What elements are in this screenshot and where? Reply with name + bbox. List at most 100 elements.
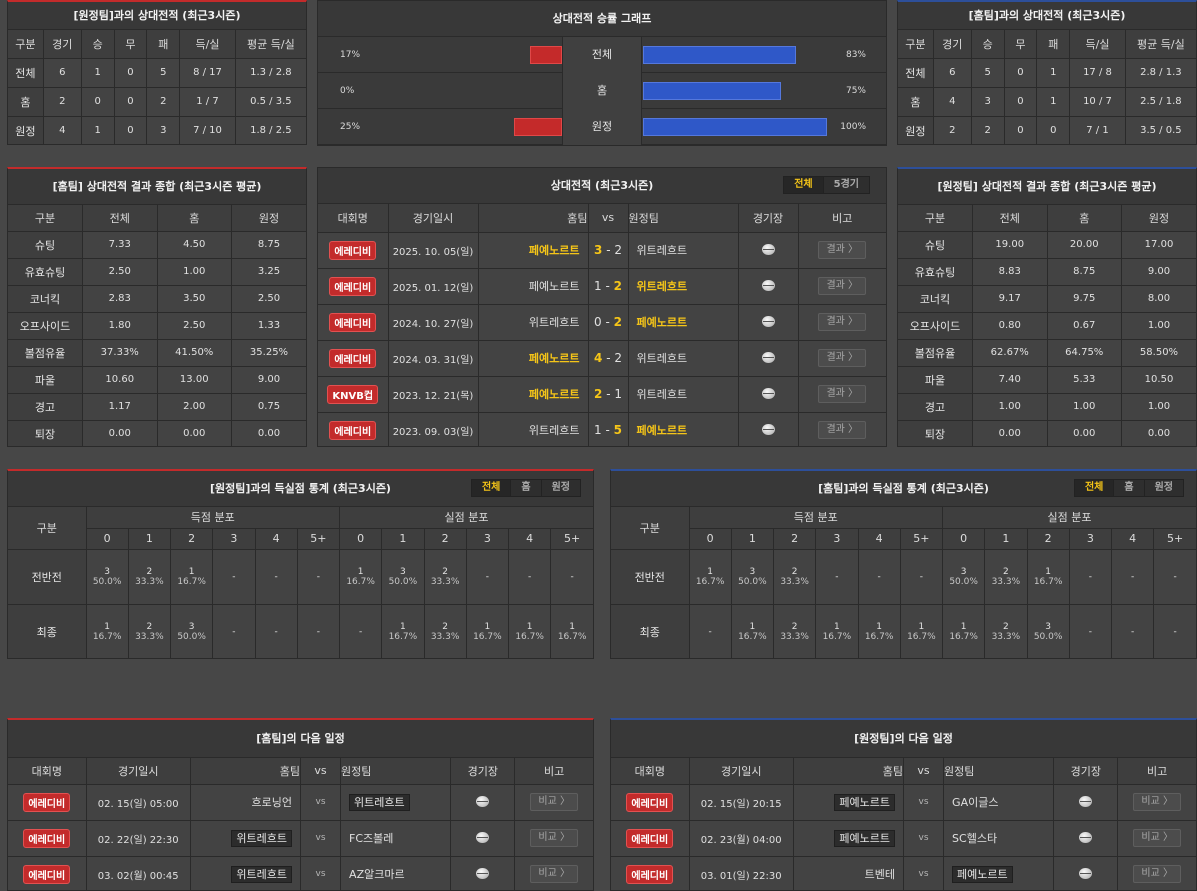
away-team[interactable]: GA이글스 (952, 796, 999, 809)
away-team[interactable]: AZ알크마르 (349, 868, 405, 881)
score: 3 - 2 (588, 232, 629, 269)
away-team[interactable]: FC즈볼레 (349, 832, 394, 845)
league-badge[interactable]: 에레디비 (626, 828, 674, 848)
score-separator: - (601, 279, 614, 293)
column-header: 무 (114, 30, 148, 59)
away-team[interactable]: 위트레흐트 (628, 340, 739, 377)
table-cell: 1.00 (157, 258, 232, 286)
table-row: 홈 4 3 0 1 10 / 7 2.5 / 1.8 (898, 87, 1196, 117)
stadium-icon[interactable] (476, 796, 490, 808)
league-badge[interactable]: 에레디비 (329, 348, 377, 368)
schedule-row: 에레디비 03. 01(일) 22:30 트벤테 vs 페예노르트 비교 〉 (611, 856, 1196, 890)
row-label: 원정 (898, 116, 934, 144)
league-badge[interactable]: 에레디비 (23, 828, 71, 848)
toggle-all[interactable]: 전체 (784, 177, 824, 193)
goals-row: 최종 1 16.7% 2 33.3% 3 50.0% - - - -1 16.7% 2 33.3% 1 16.… (8, 604, 593, 658)
result-button[interactable]: 결과 〉 (818, 277, 867, 295)
table-cell: 0.80 (972, 312, 1048, 340)
league-badge[interactable]: 에레디비 (329, 276, 377, 296)
toggle-away[interactable]: 원정 (1154, 482, 1173, 493)
stadium-icon[interactable] (1079, 868, 1093, 880)
home-team[interactable]: 흐로닝언 (251, 796, 292, 809)
compare-button[interactable]: 비교 〉 (530, 829, 579, 847)
goals-column-header: 2 (424, 528, 467, 550)
stadium-icon[interactable] (761, 388, 775, 400)
stadium-icon[interactable] (761, 352, 775, 364)
result-button[interactable]: 결과 〉 (818, 421, 867, 439)
panel-title: [원정팀] 상대전적 결과 종합 (최근3시즌 평균) (898, 169, 1196, 205)
toggle-all[interactable]: 전체 (471, 480, 512, 496)
toggle-home[interactable]: 홈 (1114, 480, 1145, 496)
table-row: 코너킥 9.17 9.75 8.00 (898, 285, 1196, 313)
stadium-icon[interactable] (761, 244, 775, 256)
away-team[interactable]: 위트레흐트 (628, 268, 739, 305)
stadium-icon[interactable] (1079, 832, 1093, 844)
home-team[interactable]: 위트레흐트 (231, 865, 292, 883)
home-team[interactable]: 페예노르트 (478, 232, 589, 269)
stadium-icon[interactable] (761, 424, 775, 436)
home-team[interactable]: 위트레흐트 (478, 304, 589, 341)
home-team[interactable]: 트벤테 (864, 868, 895, 881)
home-team[interactable]: 위트레흐트 (231, 829, 292, 847)
toggle-all[interactable]: 전체 (1074, 480, 1115, 496)
home-team[interactable]: 페예노르트 (834, 829, 895, 847)
table-cell: 3 (971, 87, 1005, 117)
away-team[interactable]: 페예노르트 (952, 865, 1013, 883)
toggle-away[interactable]: 원정 (551, 482, 570, 493)
league-badge[interactable]: KNVB컵 (327, 384, 379, 404)
away-team[interactable]: 페예노르트 (628, 304, 739, 341)
league-badge[interactable]: 에레디비 (23, 792, 71, 812)
stadium-icon[interactable] (1079, 796, 1093, 808)
stadium-icon[interactable] (761, 316, 775, 328)
away-team[interactable]: 페예노르트 (628, 412, 739, 446)
toggle-home[interactable]: 홈 (511, 480, 542, 496)
result-button[interactable]: 결과 〉 (818, 349, 867, 367)
compare-button[interactable]: 비교 〉 (530, 793, 579, 811)
result-button[interactable]: 결과 〉 (818, 241, 867, 259)
league-badge[interactable]: 에레디비 (329, 240, 377, 260)
column-header: 승 (971, 30, 1005, 59)
away-team[interactable]: SC헬스타 (952, 832, 998, 845)
home-rate: 75% (845, 86, 866, 96)
table-cell: 9.75 (1047, 285, 1122, 313)
home-team[interactable]: 페예노르트 (478, 268, 589, 305)
league-badge[interactable]: 에레디비 (23, 864, 71, 884)
goals-column-header: 3 (815, 528, 859, 550)
note-cell: 결과 〉 (798, 376, 886, 413)
home-team[interactable]: 페예노르트 (478, 376, 589, 413)
league-badge[interactable]: 에레디비 (626, 792, 674, 812)
away-team[interactable]: 위트레흐트 (628, 232, 739, 269)
result-button[interactable]: 결과 〉 (818, 313, 867, 331)
match-row: 에레디비 2024. 03. 31(일) 페예노르트 4 - 2 위트레흐트 결과 〉 (318, 340, 886, 377)
table-cell: 2.50 (157, 312, 232, 340)
compare-button[interactable]: 비교 〉 (1133, 829, 1182, 847)
row-label: 코너킥 (8, 285, 83, 313)
stadium-icon[interactable] (761, 280, 775, 292)
home-team[interactable]: 페예노르트 (478, 340, 589, 377)
toggle-5-games[interactable]: 5경기 (833, 179, 859, 190)
away-team[interactable]: 위트레흐트 (349, 793, 410, 811)
result-button[interactable]: 결과 〉 (818, 385, 867, 403)
stadium-icon[interactable] (476, 832, 490, 844)
score-separator: - (602, 243, 615, 257)
league-badge[interactable]: 에레디비 (626, 864, 674, 884)
compare-button[interactable]: 비교 〉 (530, 865, 579, 883)
goals-count: 1 (526, 621, 533, 632)
compare-button[interactable]: 비교 〉 (1133, 865, 1182, 883)
goals-cell: - (1153, 549, 1196, 605)
compare-button[interactable]: 비교 〉 (1133, 793, 1182, 811)
row-label: 원정 (8, 116, 44, 144)
away-team[interactable]: 위트레흐트 (628, 376, 739, 413)
column-header-date: 경기일시 (86, 758, 191, 785)
league-badge[interactable]: 에레디비 (329, 420, 377, 440)
match-date: 03. 01(일) 22:30 (689, 856, 794, 890)
home-team[interactable]: 위트레흐트 (478, 412, 589, 446)
match-date: 02. 15(일) 05:00 (86, 784, 191, 821)
league-badge[interactable]: 에레디비 (329, 312, 377, 332)
table-row: 파울 10.60 13.00 9.00 (8, 366, 306, 394)
stadium-icon[interactable] (476, 868, 490, 880)
home-team[interactable]: 페예노르트 (834, 793, 895, 811)
row-label: 최종 (8, 604, 87, 658)
graph-row: 0% 홈 75% (318, 73, 886, 109)
goals-cell: 1 16.7% (731, 604, 775, 658)
